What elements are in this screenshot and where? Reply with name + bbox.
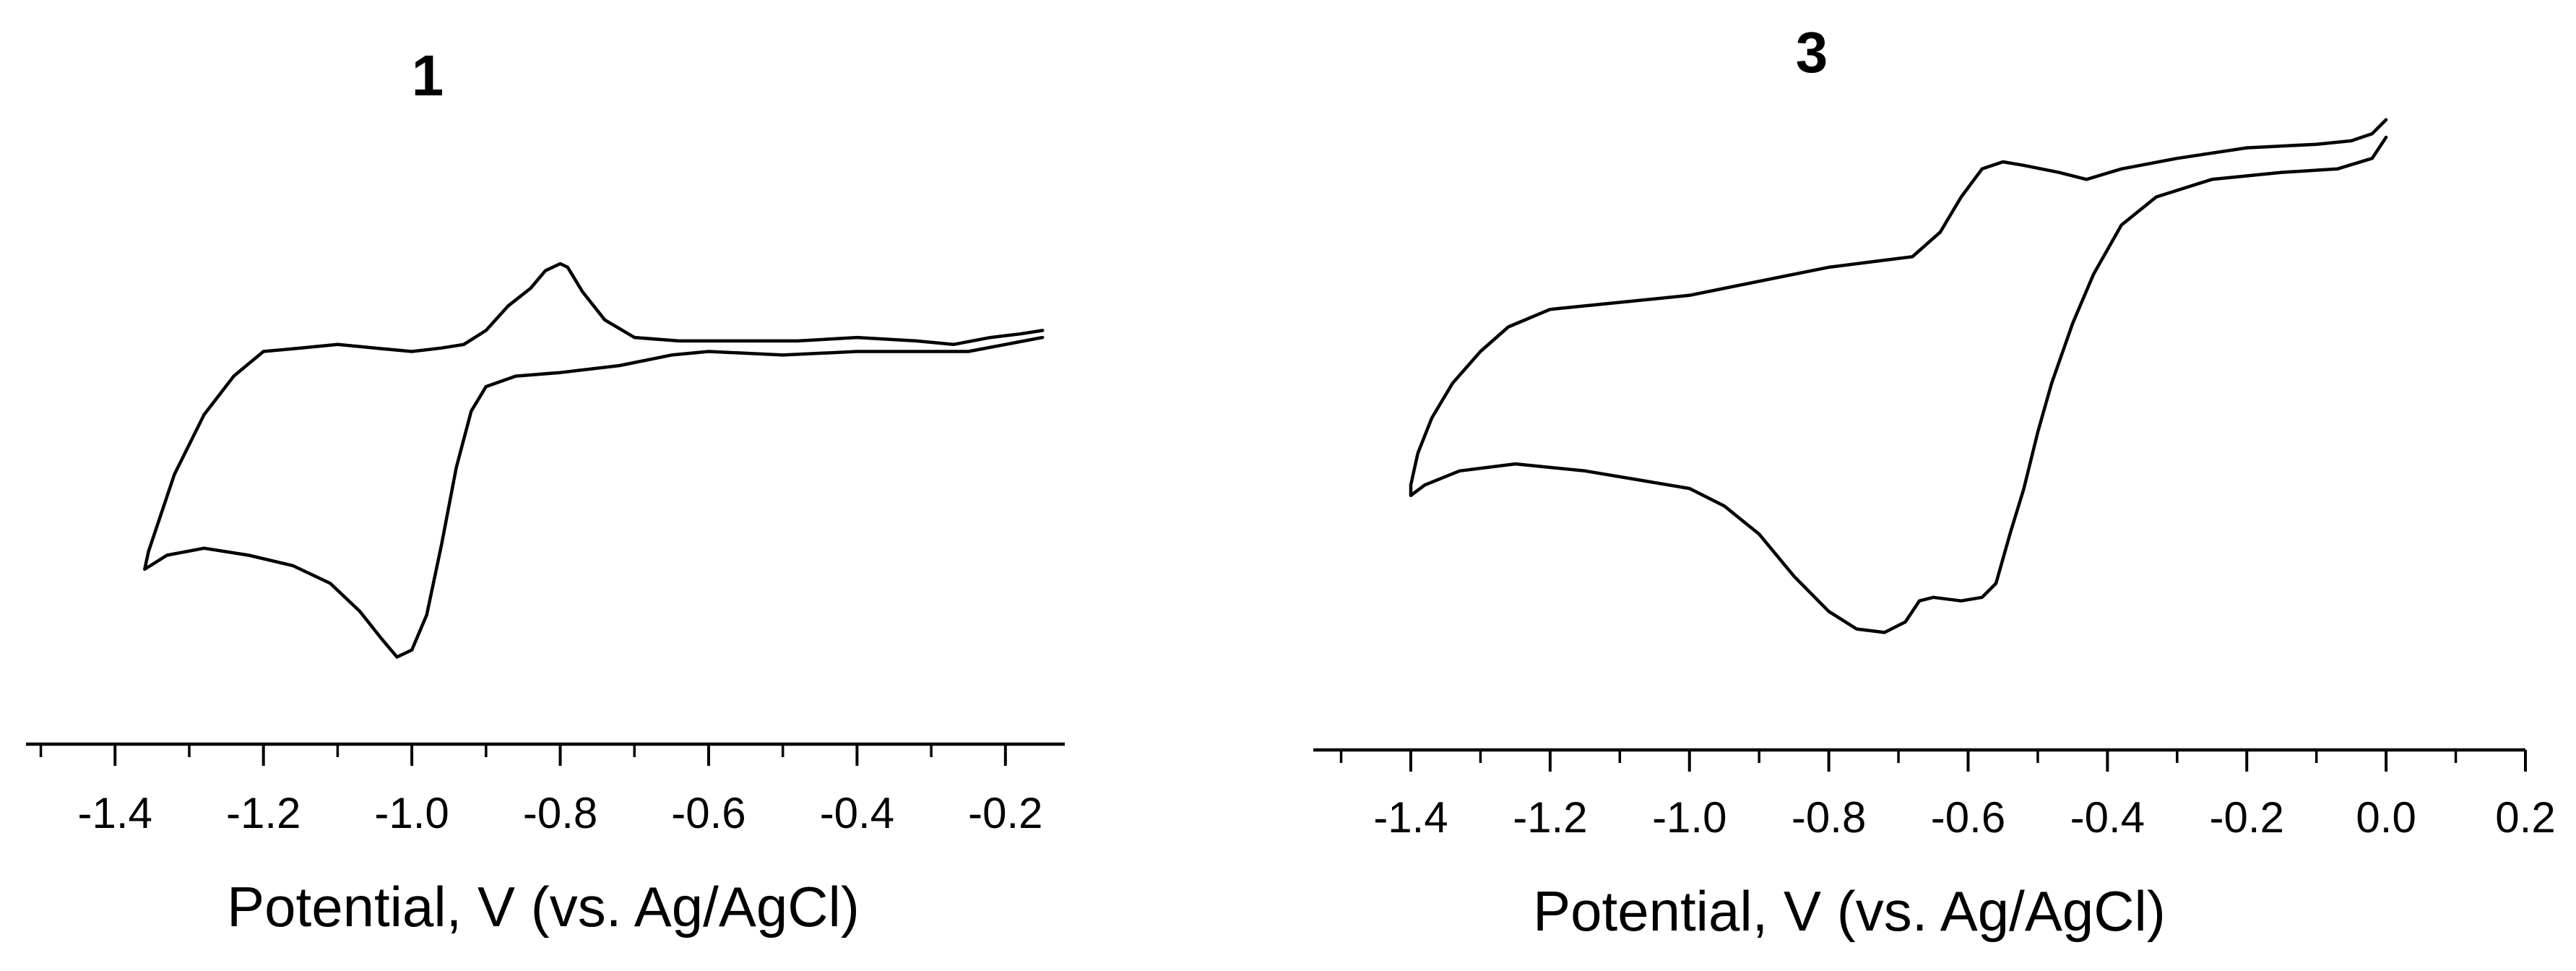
cv-panel-3: 3 -1.4 -1.2 -1.0 -0.8 -0.6 -0.4 -0.2 0.0 0.2 Poten… xyxy=(1313,20,2556,943)
x-tick-label: -0.6 xyxy=(671,789,745,837)
x-tick-label: -1.2 xyxy=(226,789,301,837)
x-axis-label: Potential, V (vs. Ag/AgCl) xyxy=(227,875,860,938)
x-tick-label: -1.2 xyxy=(1513,793,1587,842)
x-axis-label: Potential, V (vs. Ag/AgCl) xyxy=(1533,879,2166,943)
panel-title: 3 xyxy=(1796,20,1828,85)
x-tick-label: 0.2 xyxy=(2495,793,2555,842)
x-tick-label: -1.0 xyxy=(374,789,449,837)
x-tick-label: -0.2 xyxy=(968,789,1042,837)
x-tick-label: -1.4 xyxy=(1373,793,1448,842)
x-tick-label: -0.6 xyxy=(1931,793,2005,842)
cv-trace-series-0 xyxy=(1409,118,2388,634)
x-tick-label: -0.8 xyxy=(523,789,597,837)
cv-trace-series-0 xyxy=(143,262,1045,659)
panel-title: 1 xyxy=(412,43,444,108)
x-tick-label: -0.4 xyxy=(2070,793,2145,842)
x-tick-label: 0.0 xyxy=(2356,793,2416,842)
x-tick-label: -1.0 xyxy=(1652,793,1726,842)
x-tick-label: -0.8 xyxy=(1791,793,1866,842)
x-tick-label: -0.4 xyxy=(820,789,894,837)
cv-panel-1: 1 -1.4 -1.2 -1.0 -0.8 -0.6 -0.4 -0.2 Potential, … xyxy=(26,43,1065,938)
x-tick-label: -0.2 xyxy=(2210,793,2284,842)
x-tick-label: -1.4 xyxy=(78,789,152,837)
